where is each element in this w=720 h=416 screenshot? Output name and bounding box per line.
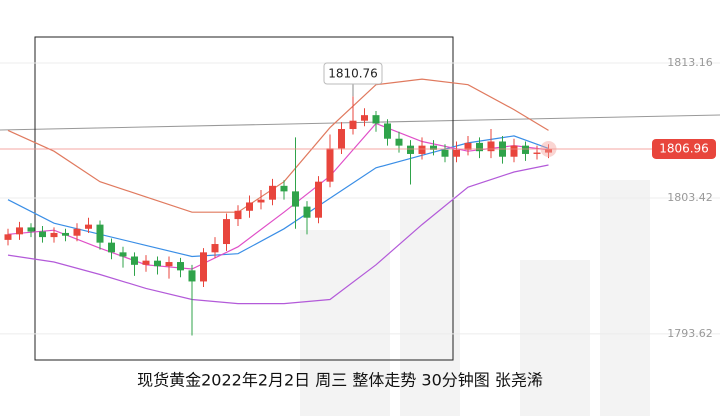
y-tick-label: 1793.62 (667, 327, 713, 340)
last-price-glow (540, 140, 557, 157)
candle-body (96, 224, 104, 243)
annotation-label: 1810.76 (328, 67, 378, 81)
candle-body (211, 244, 219, 253)
candle-body (464, 142, 472, 150)
candle-body (292, 191, 299, 207)
annotation-box (323, 62, 383, 85)
candle-body (4, 234, 12, 240)
candle-body (165, 262, 173, 267)
candle-body (269, 185, 276, 200)
y-tick-label: 1813.16 (667, 56, 713, 69)
candle-body (349, 120, 357, 130)
candle-body (522, 145, 529, 154)
candle-body (430, 145, 437, 150)
indicator-line (7, 164, 549, 305)
candle-body (177, 262, 184, 271)
candle-body (142, 260, 150, 265)
candle-body (533, 152, 541, 154)
last-price-label: 1806.96 (659, 141, 709, 155)
candle-body (280, 185, 288, 192)
candle-body (200, 252, 207, 282)
candle-body (50, 232, 58, 238)
candle-body (418, 145, 426, 154)
candle-body (441, 149, 449, 157)
candle-body (303, 206, 311, 218)
trend-line (0, 114, 720, 131)
candle-body (257, 199, 265, 203)
candle-body (384, 123, 391, 139)
candle-body (119, 252, 127, 257)
candle-body (234, 210, 242, 220)
candle-body (510, 145, 518, 157)
y-tick-label: 1803.42 (667, 191, 713, 204)
candle-body (453, 149, 460, 157)
candle-body (407, 145, 414, 154)
candle-body (62, 232, 69, 236)
plot: 1793.62 1803.42 1813.16 1806.96 1810.76 (0, 56, 720, 340)
candle-body (73, 228, 81, 236)
chart-title: 现货黄金2022年2月2日 周三 整体走势 30分钟图 张尧浠 (137, 371, 543, 390)
candle-body (487, 141, 495, 152)
candle-body (108, 242, 115, 253)
last-price-box (652, 138, 716, 159)
candle-body (338, 129, 345, 149)
candle-body (131, 256, 138, 265)
watermark (300, 180, 650, 416)
candle-body (223, 219, 230, 245)
candle-body (246, 202, 253, 211)
candle-body (395, 138, 403, 146)
candle-body (27, 227, 35, 232)
candle-body (85, 224, 92, 229)
candle-body (326, 148, 334, 182)
candle-body (476, 142, 483, 152)
candle-body (154, 260, 161, 267)
candle-body (39, 231, 46, 238)
candle-body (16, 227, 23, 235)
candle-body (361, 115, 368, 121)
candle-body (372, 115, 380, 124)
candle-body (188, 270, 196, 282)
candle-body (545, 148, 552, 153)
candle-body (315, 181, 322, 218)
